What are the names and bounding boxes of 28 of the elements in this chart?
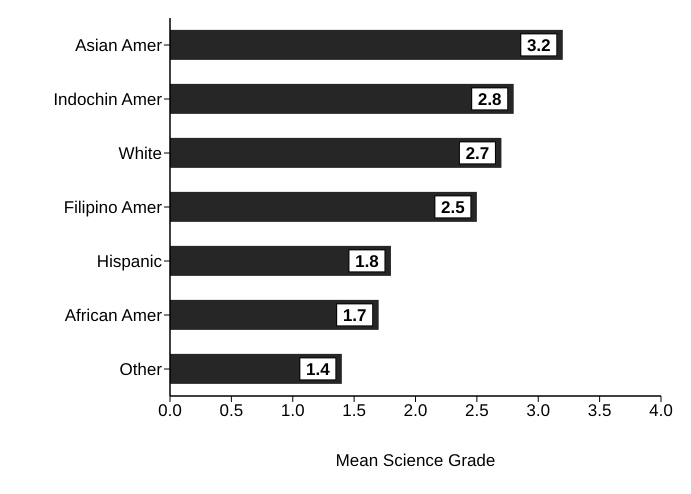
data-label: 1.8 [355,252,379,271]
y-tick-label: Filipino Amer [64,198,162,218]
x-tick-label: 4.0 [649,401,673,420]
x-tick-label: 3.5 [588,401,612,420]
data-label: 1.7 [342,306,366,325]
data-label: 2.7 [466,144,490,163]
data-label: 2.5 [441,198,465,217]
y-tick-label: Indochin Amer [53,90,162,110]
x-tick-label: 1.5 [342,401,366,420]
y-tick-label: White [118,144,162,164]
bar [170,138,502,168]
y-tick-label: African Amer [64,306,162,326]
x-tick-label: 2.5 [465,401,489,420]
x-tick-label: 0.5 [220,401,244,420]
bar [170,30,563,60]
y-tick-label: Other [119,360,162,380]
x-axis-title: Mean Science Grade [336,451,496,470]
x-tick-label: 3.0 [526,401,550,420]
x-tick-label: 2.0 [404,401,428,420]
bar [170,84,514,114]
data-label: 3.2 [526,36,551,55]
x-tick-label: 0.0 [158,401,182,420]
y-tick-label: Asian Amer [75,36,162,56]
data-label: 2.8 [478,90,502,109]
y-tick-label: Hispanic [96,252,162,272]
data-label: 1.4 [306,360,330,379]
bar [170,192,477,222]
x-tick-label: 1.0 [280,401,305,420]
